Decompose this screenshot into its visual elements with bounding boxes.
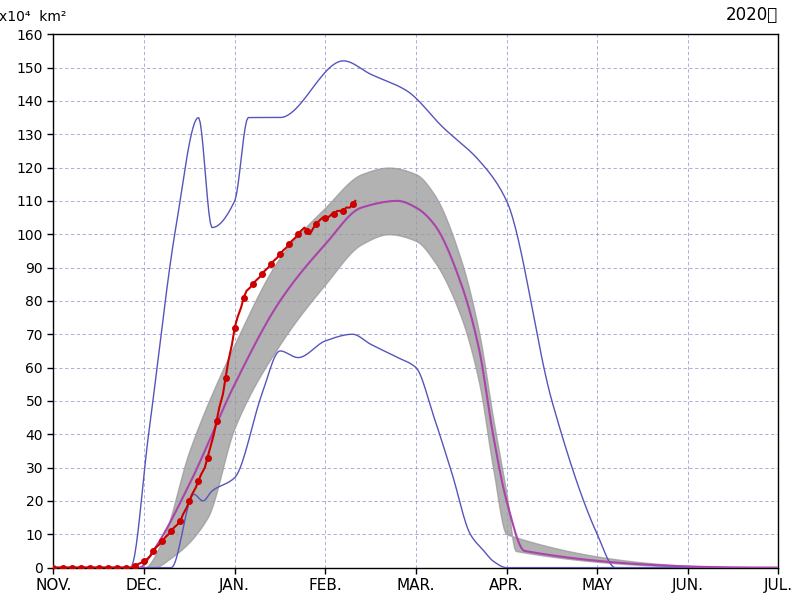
Text: 2020年: 2020年 (726, 5, 778, 23)
Text: x10⁴  km²: x10⁴ km² (0, 10, 66, 23)
